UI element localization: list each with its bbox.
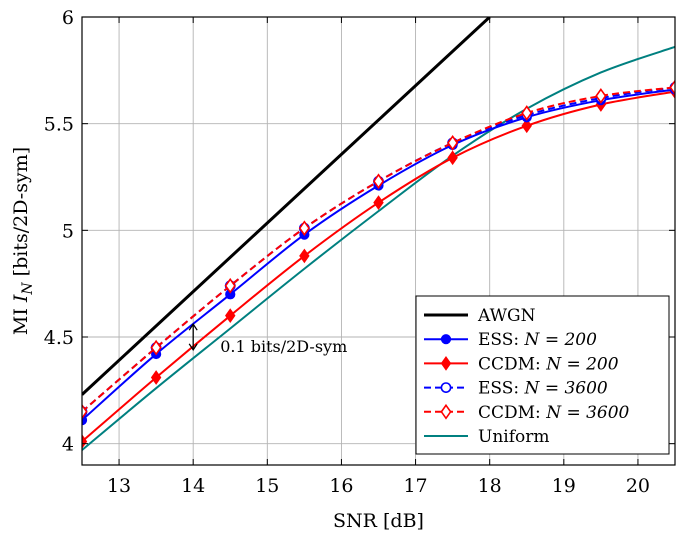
series-3-point xyxy=(150,370,162,385)
legend-swatch-marker xyxy=(440,356,452,371)
series-6-line xyxy=(82,45,675,451)
series-3-point xyxy=(225,308,236,324)
legend-label-prefix: CCDM: xyxy=(478,354,546,374)
legend-entry-4: ESS: N = 3600 xyxy=(424,379,608,399)
legend-label: Uniform xyxy=(478,427,550,447)
x-tick-label: 17 xyxy=(403,475,427,497)
x-tick-label: 20 xyxy=(626,475,650,497)
legend-label: CCDM: N = 200 xyxy=(478,354,619,374)
y-tick-label: 6 xyxy=(62,7,74,29)
legend-entry-6: Uniform xyxy=(424,427,550,447)
axis-titles: SNR [dB] MI IN [bits/2D-sym] xyxy=(10,147,424,532)
x-tick-label: 15 xyxy=(255,475,279,497)
legend-box xyxy=(415,295,670,455)
series-5-point xyxy=(447,134,459,151)
legend-swatch-marker xyxy=(440,334,452,345)
x-tick-label: 16 xyxy=(329,475,353,497)
legend-label: ESS: N = 3600 xyxy=(478,379,608,399)
legend-label-prefix: ESS: xyxy=(478,379,525,399)
series-6 xyxy=(82,45,675,451)
legend-label-prefix: AWGN xyxy=(477,306,536,326)
annotation-label: 0.1 bits/2D-sym xyxy=(220,337,347,356)
series-layer xyxy=(82,17,675,451)
series-1-line xyxy=(82,17,491,396)
legend-swatch-marker xyxy=(440,382,452,393)
legend-entry-1: AWGN xyxy=(424,306,536,326)
y-axis-title-variable: I xyxy=(10,294,32,303)
series-5-point xyxy=(224,277,236,294)
legend-label-math: N = 3600 xyxy=(524,379,608,399)
series-3-line xyxy=(82,90,675,443)
y-tick-label: 4.5 xyxy=(44,327,74,349)
series-5-point xyxy=(669,79,675,96)
y-tick-label: 5 xyxy=(62,220,74,242)
x-tick-label: 19 xyxy=(552,475,576,497)
series-3-point xyxy=(447,150,458,166)
legend-label: CCDM: N = 3600 xyxy=(478,403,630,423)
series-3-point xyxy=(82,434,88,449)
series-5-point xyxy=(521,105,533,121)
series-5 xyxy=(82,79,675,420)
annotation-arrow-head-top xyxy=(188,323,198,331)
series-3-point xyxy=(373,195,384,210)
series-5-point xyxy=(150,339,162,356)
legend-label: AWGN xyxy=(477,306,536,326)
series-5-point xyxy=(298,220,310,237)
legend-entry-2: ESS: N = 200 xyxy=(424,330,597,350)
ticks: 13 14 15 16 17 18 19 20 4 4.5 5 5.5 6 xyxy=(44,7,675,497)
y-axis-title-subscript: N xyxy=(20,282,36,296)
legend-entry-5: CCDM: N = 3600 xyxy=(424,403,630,423)
series-5-point xyxy=(372,173,385,190)
legend-label-prefix: ESS: xyxy=(478,330,525,350)
series-1 xyxy=(82,17,491,396)
series-3 xyxy=(82,84,675,449)
y-tick-label: 5.5 xyxy=(44,114,74,136)
legend-entry-3: CCDM: N = 200 xyxy=(424,354,619,374)
annotation-arrow-head-bottom xyxy=(188,343,198,351)
legend-label-math: N = 200 xyxy=(545,354,619,374)
y-axis-title-prefix: MI xyxy=(10,302,32,335)
x-tick-label: 13 xyxy=(107,475,131,497)
legend-label-prefix: CCDM: xyxy=(478,403,546,423)
plot-frame xyxy=(81,16,676,466)
y-axis-title-suffix: [bits/2D-sym] xyxy=(10,147,32,283)
series-3-point xyxy=(299,248,310,264)
x-axis-title: SNR [dB] xyxy=(333,510,424,532)
legend-label-prefix: Uniform xyxy=(478,427,550,447)
series-5-point xyxy=(82,403,88,420)
y-tick-label: 4 xyxy=(62,434,74,456)
annotation: 0.1 bits/2D-sym xyxy=(188,323,347,356)
series-5-line xyxy=(82,86,675,413)
legend-label-math: N = 3600 xyxy=(545,403,629,423)
series-5-point xyxy=(595,88,607,104)
x-tick-label: 18 xyxy=(478,475,502,497)
y-axis-title: MI IN [bits/2D-sym] xyxy=(10,147,36,335)
series-3-point xyxy=(521,118,532,134)
legend-label-math: N = 200 xyxy=(524,330,598,350)
x-tick-label: 14 xyxy=(181,475,205,497)
legend-swatch-marker xyxy=(440,403,452,420)
legend-label: ESS: N = 200 xyxy=(478,330,597,350)
